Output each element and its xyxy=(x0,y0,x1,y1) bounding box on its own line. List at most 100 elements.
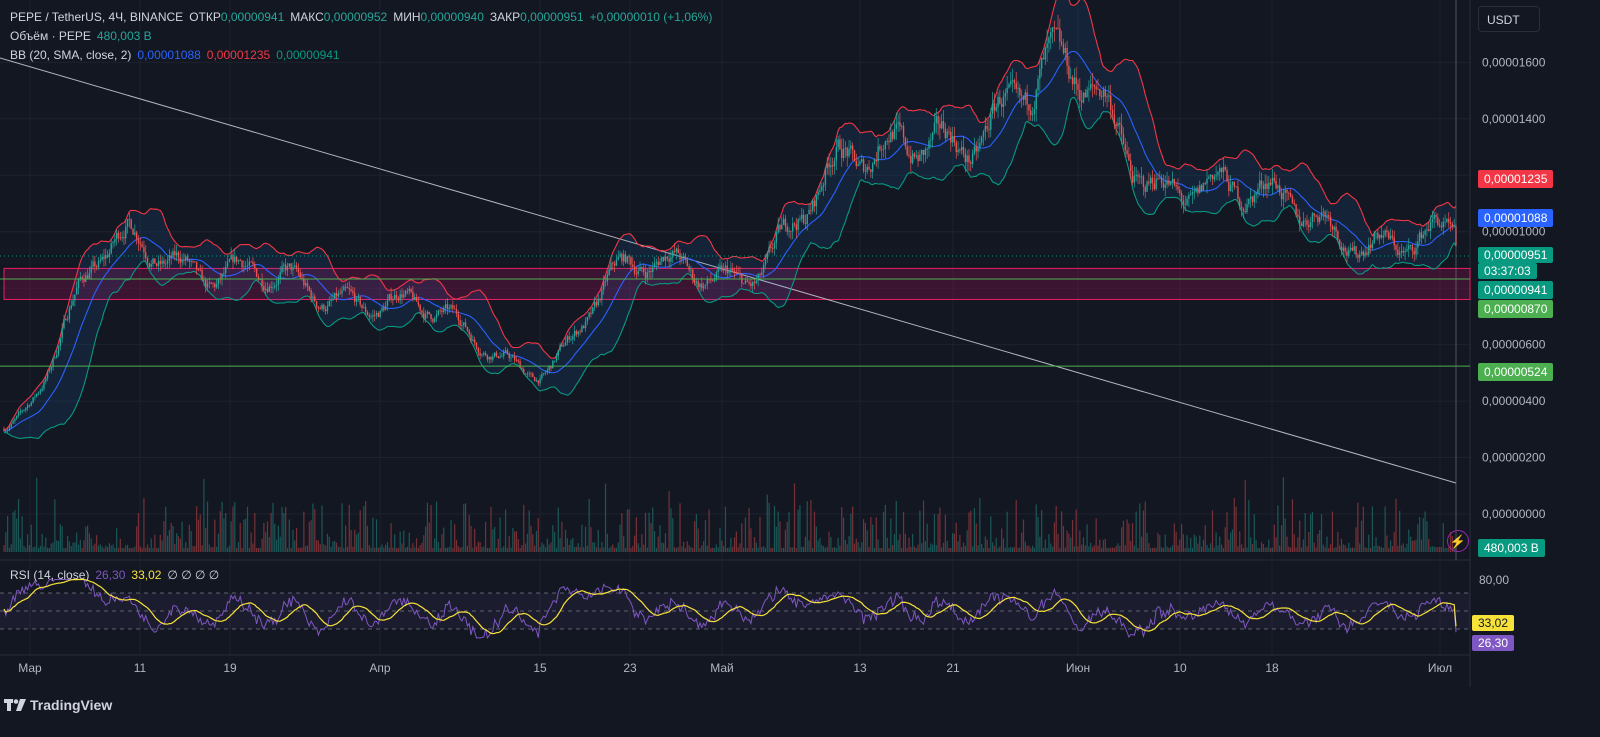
candle-body xyxy=(901,126,903,127)
currency-button[interactable]: USDT xyxy=(1478,6,1540,32)
candle-body xyxy=(615,260,618,266)
level-870-pill[interactable]: 0,00000870 xyxy=(1478,300,1554,318)
candle-body xyxy=(1371,243,1374,248)
volume-bar xyxy=(421,542,423,552)
volume-bar xyxy=(653,531,656,552)
volume-bar xyxy=(119,538,121,552)
volume-bar xyxy=(866,530,868,552)
volume-bar xyxy=(1108,547,1110,552)
candle-body xyxy=(944,128,947,139)
candle-body xyxy=(401,294,403,298)
candle-body xyxy=(1179,189,1181,194)
tradingview-logo[interactable]: TradingView xyxy=(4,697,112,713)
volume-bar xyxy=(1004,547,1006,552)
level-524-pill[interactable]: 0,00000524 xyxy=(1478,363,1554,381)
candle-body xyxy=(314,296,316,302)
volume-bar xyxy=(1400,545,1403,552)
candle-body xyxy=(321,304,323,310)
volume-bar xyxy=(962,542,965,552)
candle-body xyxy=(541,374,543,379)
volume-bar xyxy=(1382,547,1384,552)
candle-body xyxy=(504,350,507,353)
candle-body xyxy=(225,266,227,273)
volume-bar xyxy=(72,542,74,552)
candle-body xyxy=(1300,223,1303,227)
volume-bar xyxy=(812,547,814,552)
volume-bar xyxy=(1259,547,1261,552)
bb-label[interactable]: BB (20, SMA, close, 2) xyxy=(10,48,132,62)
volume-bar xyxy=(1357,502,1359,552)
candle-body xyxy=(971,153,974,164)
candle-body xyxy=(1411,245,1414,251)
candle-body xyxy=(802,214,805,223)
low-value: 0,00000940 xyxy=(420,10,484,24)
candle-body xyxy=(552,360,554,369)
volume-bar xyxy=(488,547,490,552)
volume-bar xyxy=(1311,512,1314,552)
volume-bar xyxy=(806,501,808,552)
volume-bar xyxy=(1439,546,1441,552)
volume-bar xyxy=(846,544,848,552)
candle-body xyxy=(1431,219,1434,223)
volume-bar xyxy=(497,538,499,552)
candle-body xyxy=(450,305,452,308)
volume-bar xyxy=(1300,547,1303,552)
candle-body xyxy=(1409,245,1412,246)
candle-body xyxy=(1135,174,1137,176)
volume-bar xyxy=(1191,547,1194,552)
volume-bar xyxy=(1337,531,1339,552)
candle-body xyxy=(886,140,888,142)
volume-bar xyxy=(670,508,672,552)
volume-bar xyxy=(479,542,481,552)
candle-body xyxy=(457,313,460,321)
candle-body xyxy=(1273,177,1275,181)
volume-bar xyxy=(1415,540,1417,552)
volume-label[interactable]: Объём · PEPE xyxy=(10,29,91,43)
volume-bar xyxy=(926,523,928,552)
volume-bar xyxy=(201,545,203,552)
rsi-label[interactable]: RSI (14, close) xyxy=(10,568,90,582)
volume-bar xyxy=(1404,547,1406,552)
candle-body xyxy=(657,261,659,266)
volume-bar xyxy=(1070,537,1072,552)
candle-body xyxy=(208,282,211,284)
volume-bar xyxy=(165,506,167,552)
candle-body xyxy=(864,170,867,172)
volume-bar xyxy=(168,529,170,552)
candle-body xyxy=(568,336,570,340)
candle-body xyxy=(203,279,205,281)
candle-body xyxy=(982,131,985,138)
candle-body xyxy=(873,160,876,164)
symbol-title[interactable]: PEPE / TetherUS, 4Ч, BINANCE xyxy=(10,10,184,24)
candle-body xyxy=(1166,180,1168,185)
candle-body xyxy=(1240,206,1243,209)
candle-body xyxy=(1117,122,1119,127)
alert-bolt-icon[interactable]: ⚡ xyxy=(1447,530,1469,552)
candle-body xyxy=(324,309,327,312)
volume-bar xyxy=(243,519,245,552)
candle-body xyxy=(1426,229,1428,231)
volume-bar xyxy=(74,542,76,552)
volume-bar xyxy=(383,547,385,552)
candle-body xyxy=(1113,114,1116,125)
volume-bar xyxy=(515,531,518,552)
volume-bar xyxy=(92,545,94,552)
volume-bar xyxy=(1319,530,1321,552)
volume-bar xyxy=(748,507,750,552)
volume-bar xyxy=(1326,536,1328,552)
volume-bar xyxy=(350,530,352,552)
candle-body xyxy=(759,273,761,276)
trendline[interactable] xyxy=(0,57,1457,484)
volume-bar xyxy=(83,540,85,552)
candle-body xyxy=(1208,176,1210,179)
horizontal-levels[interactable] xyxy=(0,0,1470,560)
candle-body xyxy=(237,260,240,262)
volume-legend: Объём · PEPE 480,003 B xyxy=(10,29,152,43)
volume-bar xyxy=(16,518,18,552)
volume-bar xyxy=(1397,545,1399,552)
volume-bar xyxy=(196,506,198,552)
volume-bar xyxy=(170,522,172,552)
candle-body xyxy=(206,283,209,288)
footer xyxy=(0,687,1600,737)
